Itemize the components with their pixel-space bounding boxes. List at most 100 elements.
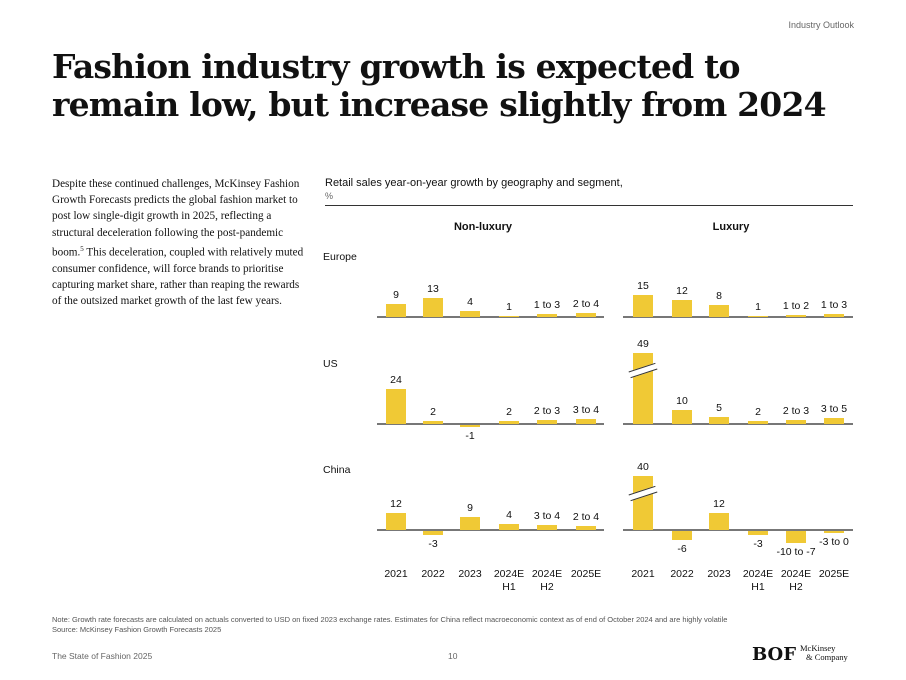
segment-header-luxury: Luxury bbox=[712, 221, 750, 233]
bar bbox=[423, 421, 443, 424]
bar bbox=[576, 312, 596, 317]
value-label: -1 bbox=[465, 429, 475, 442]
bar bbox=[709, 512, 729, 530]
chart-unit: % bbox=[325, 191, 334, 201]
bar bbox=[786, 314, 806, 317]
section-label: Industry Outlook bbox=[788, 20, 854, 30]
value-label: 13 bbox=[427, 283, 439, 296]
publication-name: The State of Fashion 2025 bbox=[52, 651, 153, 661]
value-label: 2 to 4 bbox=[572, 297, 600, 310]
value-label: -3 to 0 bbox=[819, 536, 849, 549]
chart-divider bbox=[325, 205, 853, 206]
bar bbox=[786, 420, 806, 424]
value-label: 9 bbox=[393, 288, 399, 301]
bar bbox=[576, 525, 596, 530]
bar bbox=[824, 531, 844, 534]
page-title: Fashion industry growth is expected to r… bbox=[52, 47, 827, 124]
value-label: 1 bbox=[755, 300, 761, 313]
bar bbox=[709, 416, 729, 424]
year-label: 2025E bbox=[818, 568, 850, 580]
baseline bbox=[377, 423, 604, 425]
bar bbox=[633, 295, 653, 317]
bar bbox=[748, 315, 768, 317]
row-label-china: China bbox=[323, 464, 351, 476]
year-label: 2023 bbox=[458, 568, 482, 580]
bar bbox=[423, 531, 443, 536]
bar bbox=[460, 311, 480, 317]
value-label: 1 to 3 bbox=[820, 299, 848, 312]
value-label: 3 to 5 bbox=[820, 403, 848, 416]
value-label: 1 bbox=[506, 300, 512, 313]
baseline bbox=[377, 316, 604, 318]
value-label: 5 bbox=[716, 401, 722, 414]
value-label: 2 to 3 bbox=[533, 405, 561, 418]
baseline bbox=[623, 423, 853, 425]
row-label-us: US bbox=[323, 358, 338, 370]
value-label: 40 bbox=[637, 461, 649, 473]
bar bbox=[423, 298, 443, 317]
chart-source: Source: McKinsey Fashion Growth Forecast… bbox=[52, 625, 222, 634]
value-label: 4 bbox=[506, 509, 512, 522]
bar bbox=[824, 314, 844, 317]
chart-note: Note: Growth rate forecasts are calculat… bbox=[52, 615, 728, 634]
bar bbox=[672, 409, 692, 424]
bar bbox=[460, 516, 480, 530]
value-label: 3 to 4 bbox=[572, 403, 600, 416]
value-label: 1 to 3 bbox=[533, 299, 561, 312]
bar bbox=[824, 418, 844, 424]
year-label: 2025E bbox=[570, 568, 602, 580]
bar bbox=[748, 531, 768, 536]
value-label: 2 to 4 bbox=[572, 510, 600, 523]
year-label: 2024E H2 bbox=[531, 568, 563, 593]
year-label: 2022 bbox=[421, 568, 445, 580]
value-label: 12 bbox=[390, 497, 402, 510]
value-label: 2 bbox=[506, 406, 512, 419]
bar bbox=[672, 531, 692, 540]
bar bbox=[748, 421, 768, 424]
value-label: 24 bbox=[390, 374, 402, 387]
bar bbox=[633, 476, 653, 530]
value-label: 12 bbox=[713, 497, 725, 510]
bar bbox=[786, 531, 806, 544]
value-label: 4 bbox=[467, 296, 473, 309]
row-label-europe: Europe bbox=[323, 251, 357, 263]
bar bbox=[499, 421, 519, 424]
bar bbox=[386, 512, 406, 530]
year-label: 2024E H1 bbox=[493, 568, 525, 593]
bar bbox=[537, 524, 557, 530]
page-number: 10 bbox=[448, 651, 458, 661]
value-label: 9 bbox=[467, 501, 473, 514]
segment-header-non-luxury: Non-luxury bbox=[453, 221, 513, 233]
value-label: 49 bbox=[637, 338, 649, 350]
value-label: 2 bbox=[430, 406, 436, 419]
value-label: 15 bbox=[637, 280, 649, 293]
footnote-ref: 5 bbox=[80, 244, 84, 253]
value-label: 10 bbox=[676, 394, 688, 407]
value-label: -3 bbox=[753, 538, 763, 551]
bar bbox=[460, 425, 480, 427]
bar bbox=[386, 389, 406, 424]
mckinsey-logo: McKinsey & Company bbox=[800, 643, 848, 662]
value-label: 2 to 3 bbox=[782, 405, 810, 418]
value-label: -3 bbox=[428, 538, 438, 551]
body-text: Despite these continued challenges, McKi… bbox=[52, 178, 304, 308]
baseline bbox=[377, 529, 604, 531]
year-label: 2024E H1 bbox=[742, 568, 774, 593]
bar bbox=[672, 299, 692, 317]
bar bbox=[537, 420, 557, 424]
year-label: 2024E H2 bbox=[780, 568, 812, 593]
baseline bbox=[623, 529, 853, 531]
chart-title: Retail sales year-on-year growth by geog… bbox=[325, 177, 623, 201]
year-label: 2021 bbox=[384, 568, 408, 580]
bar bbox=[499, 315, 519, 317]
bar bbox=[537, 314, 557, 317]
year-label: 2023 bbox=[707, 568, 731, 580]
value-label: 2 bbox=[755, 406, 761, 419]
value-label: 1 to 2 bbox=[782, 299, 810, 312]
bar bbox=[499, 524, 519, 530]
bar bbox=[576, 418, 596, 424]
bar bbox=[709, 305, 729, 317]
value-label: -6 bbox=[677, 542, 687, 555]
bof-logo: BOF bbox=[752, 644, 797, 665]
